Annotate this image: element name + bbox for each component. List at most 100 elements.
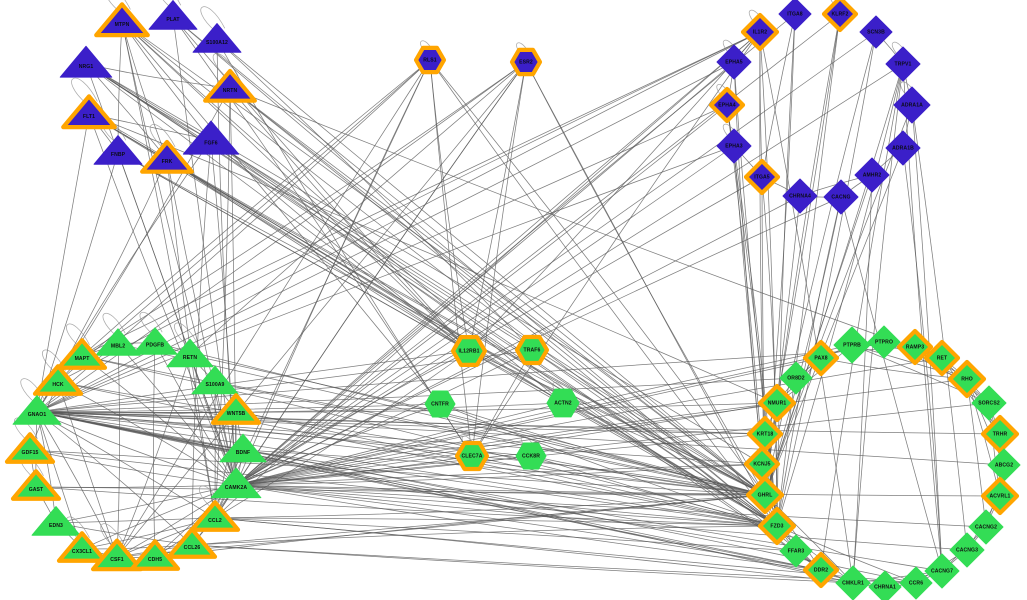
node-shape[interactable] <box>782 178 818 214</box>
graph-node-chrna4[interactable]: CHRNA4 <box>782 178 818 214</box>
graph-node-rls1[interactable]: RLS1 <box>413 45 447 75</box>
graph-node-scn3b[interactable]: SCN3B <box>859 15 893 49</box>
graph-node-esr2[interactable]: ESR2 <box>509 47 543 77</box>
node-shape[interactable] <box>93 135 143 165</box>
node-shape[interactable] <box>868 570 902 600</box>
node-shape[interactable] <box>413 45 447 75</box>
node-shape[interactable] <box>971 385 1007 421</box>
graph-node-epha3[interactable]: EPHA3 <box>716 128 752 164</box>
node-shape[interactable] <box>987 448 1021 482</box>
graph-node-sorcs2[interactable]: SORCS2 <box>971 385 1007 421</box>
node-shape[interactable] <box>12 395 62 425</box>
node-shape[interactable] <box>779 361 813 395</box>
graph-node-bdnf[interactable]: BDNF <box>219 433 267 463</box>
graph-node-gast[interactable]: GAST <box>10 469 62 501</box>
node-shape[interactable] <box>923 339 961 377</box>
node-shape[interactable] <box>980 476 1020 516</box>
node-shape[interactable] <box>546 388 580 418</box>
node-shape[interactable] <box>210 393 262 425</box>
graph-node-cmklr1[interactable]: CMKLR1 <box>835 565 871 600</box>
node-shape[interactable] <box>61 94 117 130</box>
node-shape[interactable] <box>56 338 108 370</box>
node-shape[interactable] <box>203 68 257 103</box>
graph-node-mtpn[interactable]: MTPN <box>94 2 150 38</box>
graph-node-ccl2[interactable]: CCL2 <box>189 500 241 532</box>
graph-node-pax8[interactable]: PAX8 <box>802 339 840 377</box>
graph-node-itga5[interactable]: ITGA5 <box>743 158 781 196</box>
node-shape[interactable] <box>148 0 198 30</box>
node-shape[interactable] <box>885 130 921 166</box>
node-shape[interactable] <box>968 509 1004 545</box>
node-shape[interactable] <box>189 500 241 532</box>
graph-node-fnbp[interactable]: FNBP <box>93 135 143 165</box>
node-layer[interactable]: MTPNPLATS100A12NRG1NRTNFLT1FGF6FNBPFRKRL… <box>4 0 1021 600</box>
node-shape[interactable] <box>757 506 797 546</box>
graph-node-klrf2[interactable]: KLRF2 <box>821 0 859 33</box>
graph-node-s100a12[interactable]: S100A12 <box>192 23 242 53</box>
node-shape[interactable] <box>140 139 194 174</box>
graph-node-amhr2[interactable]: AMHR2 <box>854 157 890 193</box>
node-shape[interactable] <box>166 527 218 559</box>
graph-node-clec7a[interactable]: CLEC7A <box>454 440 490 472</box>
node-shape[interactable] <box>192 23 242 53</box>
node-shape[interactable] <box>924 553 960 589</box>
node-shape[interactable] <box>893 86 931 124</box>
graph-node-flt1[interactable]: FLT1 <box>61 94 117 130</box>
node-shape[interactable] <box>424 390 456 418</box>
node-shape[interactable] <box>514 334 550 366</box>
node-shape[interactable] <box>166 338 214 368</box>
node-shape[interactable] <box>129 539 181 571</box>
node-shape[interactable] <box>947 359 987 399</box>
graph-node-trhr[interactable]: TRHR <box>980 414 1020 454</box>
node-shape[interactable] <box>980 414 1020 454</box>
graph-node-trpv1[interactable]: TRPV1 <box>885 46 921 82</box>
graph-node-plat[interactable]: PLAT <box>148 0 198 30</box>
node-shape[interactable] <box>515 442 547 470</box>
node-shape[interactable] <box>716 44 752 80</box>
node-shape[interactable] <box>779 534 813 568</box>
graph-node-nrg1[interactable]: NRG1 <box>59 45 113 78</box>
graph-node-fzd3[interactable]: FZD3 <box>757 506 797 546</box>
node-shape[interactable] <box>708 86 746 124</box>
node-shape[interactable] <box>31 506 81 536</box>
node-shape[interactable] <box>32 364 84 396</box>
graph-node-cx3cl1[interactable]: CX3CL1 <box>56 531 108 563</box>
node-shape[interactable] <box>859 15 893 49</box>
node-shape[interactable] <box>132 327 178 355</box>
graph-node-il1r2[interactable]: IL1R2 <box>740 12 780 52</box>
graph-node-itga8[interactable]: ITGA8 <box>778 0 812 31</box>
node-shape[interactable] <box>219 433 267 463</box>
node-shape[interactable] <box>885 46 921 82</box>
graph-node-gdf15[interactable]: GDF15 <box>4 432 56 464</box>
node-shape[interactable] <box>802 551 840 589</box>
node-shape[interactable] <box>182 120 240 155</box>
node-shape[interactable] <box>835 565 871 600</box>
graph-node-cacng3[interactable]: CACNG3 <box>949 532 985 568</box>
node-shape[interactable] <box>899 566 933 600</box>
node-shape[interactable] <box>191 365 239 395</box>
node-shape[interactable] <box>821 0 859 33</box>
node-shape[interactable] <box>716 128 752 164</box>
node-shape[interactable] <box>10 469 62 501</box>
node-shape[interactable] <box>740 12 780 52</box>
graph-node-cacng[interactable]: CACNG <box>823 179 859 215</box>
graph-node-abcg2[interactable]: ABCG2 <box>987 448 1021 482</box>
node-shape[interactable] <box>56 531 108 563</box>
graph-node-mbl2[interactable]: MBL2 <box>95 328 141 356</box>
node-shape[interactable] <box>833 326 871 364</box>
node-shape[interactable] <box>823 179 859 215</box>
node-shape[interactable] <box>90 538 144 572</box>
node-shape[interactable] <box>59 45 113 78</box>
graph-node-acvrl1[interactable]: ACVRL1 <box>980 476 1020 516</box>
node-shape[interactable] <box>4 432 56 464</box>
node-shape[interactable] <box>949 532 985 568</box>
node-shape[interactable] <box>757 383 797 423</box>
node-shape[interactable] <box>454 440 490 472</box>
graph-node-il12rb1[interactable]: IL12RB1 <box>450 335 488 367</box>
graph-node-traf6[interactable]: TRAF6 <box>514 334 550 366</box>
node-shape[interactable] <box>802 339 840 377</box>
node-shape[interactable] <box>450 335 488 367</box>
node-shape[interactable] <box>94 2 150 38</box>
graph-node-pdgfb[interactable]: PDGFB <box>132 327 178 355</box>
